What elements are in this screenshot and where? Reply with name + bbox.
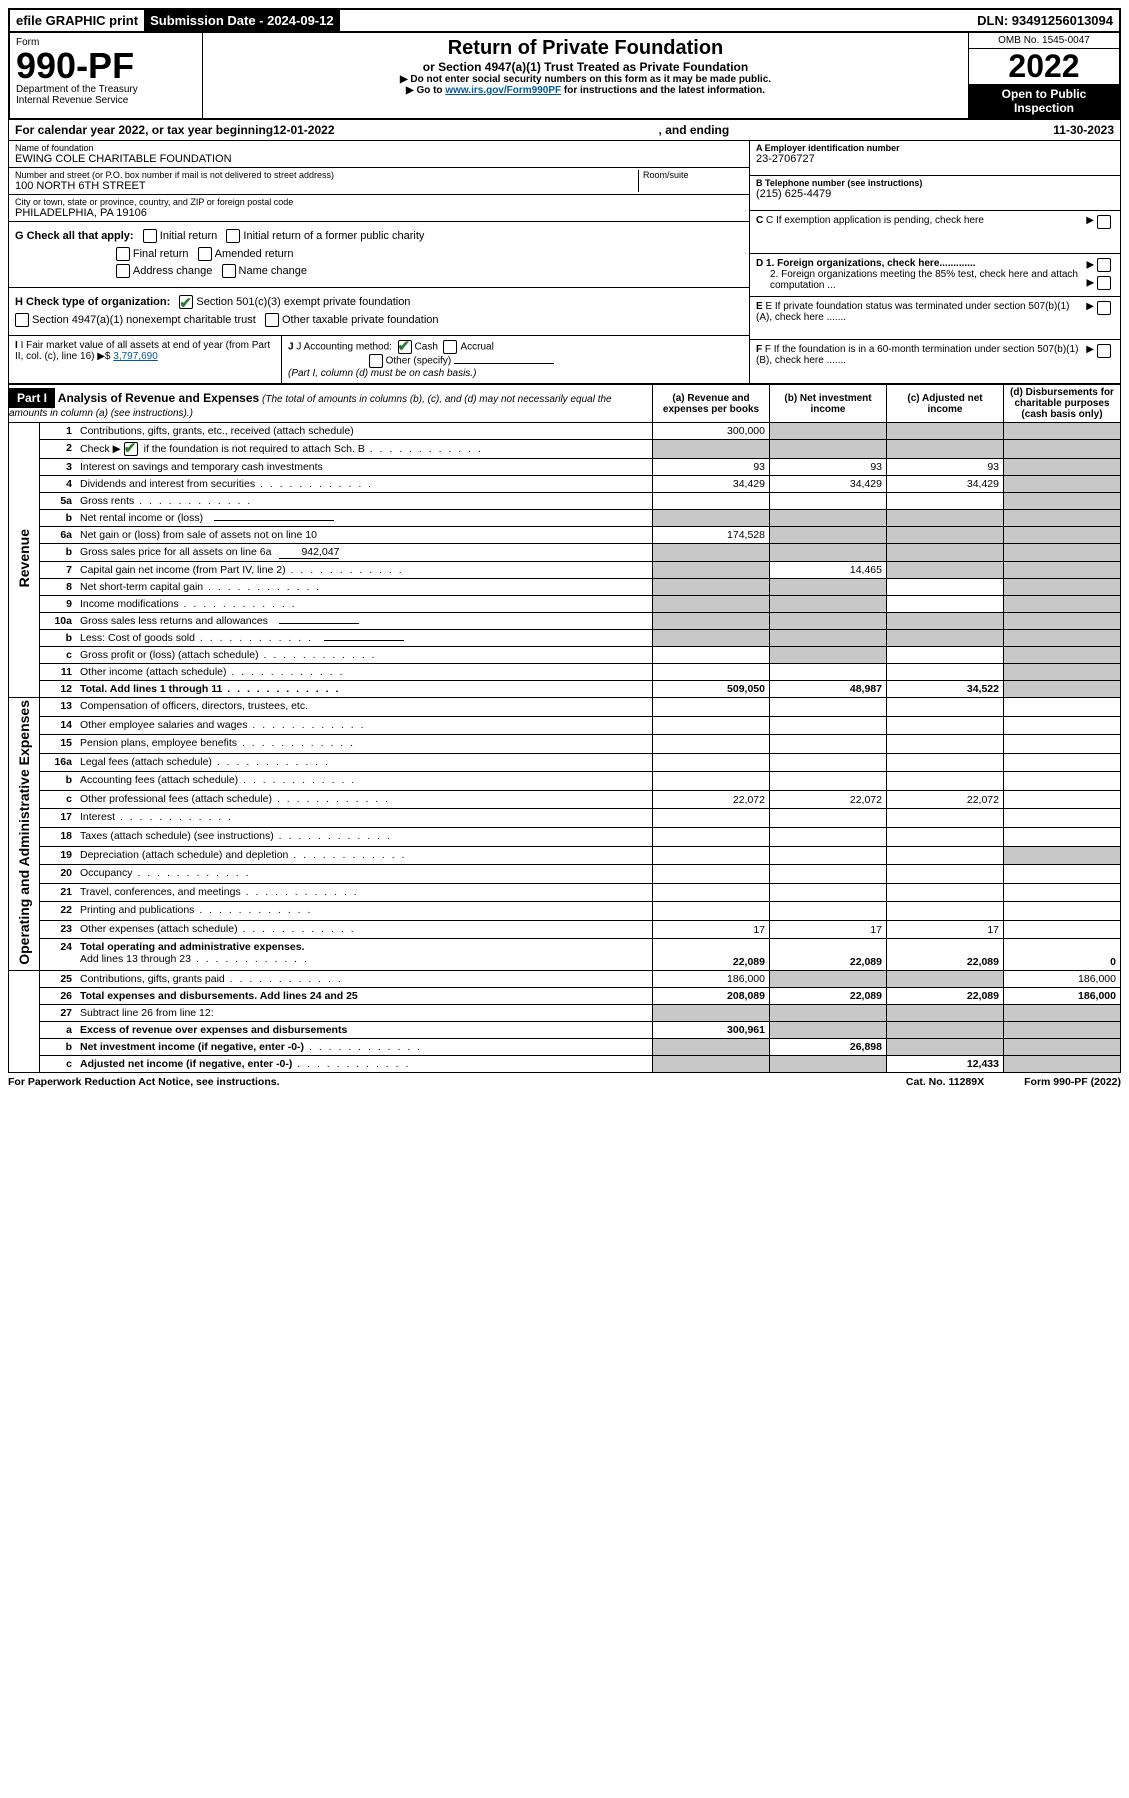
name-change-checkbox[interactable] bbox=[222, 264, 236, 278]
foreign-org-checkbox[interactable] bbox=[1097, 258, 1111, 272]
part-1-table: Part I Analysis of Revenue and Expenses … bbox=[8, 384, 1121, 1073]
cash-checkbox[interactable] bbox=[398, 340, 412, 354]
col-d-header: (d) Disbursements for charitable purpose… bbox=[1004, 385, 1121, 423]
name-label: Name of foundation bbox=[15, 143, 743, 153]
dept: Department of the Treasury bbox=[16, 84, 196, 95]
revenue-side-label: Revenue bbox=[9, 423, 40, 698]
paperwork-notice: For Paperwork Reduction Act Notice, see … bbox=[8, 1076, 280, 1088]
efile-label: efile GRAPHIC print bbox=[10, 10, 144, 31]
gross-sales-6a: 942,047 bbox=[279, 546, 339, 559]
other-method-checkbox[interactable] bbox=[369, 354, 383, 368]
fmv-assets[interactable]: 3,797,690 bbox=[113, 351, 158, 362]
form-subtitle: or Section 4947(a)(1) Trust Treated as P… bbox=[211, 60, 960, 74]
col-b-header: (b) Net investment income bbox=[770, 385, 887, 423]
initial-return-checkbox[interactable] bbox=[143, 229, 157, 243]
phone-label: B Telephone number (see instructions) bbox=[756, 178, 922, 188]
street-address: 100 NORTH 6TH STREET bbox=[15, 180, 638, 192]
ein-label: A Employer identification number bbox=[756, 143, 900, 153]
status-terminated-checkbox[interactable] bbox=[1097, 301, 1111, 315]
initial-return-former-checkbox[interactable] bbox=[226, 229, 240, 243]
instructions-link[interactable]: www.irs.gov/Form990PF bbox=[445, 85, 561, 96]
section-i-j: I I Fair market value of all assets at e… bbox=[9, 336, 749, 383]
omb-number: OMB No. 1545-0047 bbox=[969, 33, 1119, 49]
room-label: Room/suite bbox=[643, 170, 743, 180]
form-header: Form 990-PF Department of the Treasury I… bbox=[8, 33, 1121, 120]
entity-info: Name of foundation EWING COLE CHARITABLE… bbox=[8, 141, 1121, 384]
accrual-checkbox[interactable] bbox=[443, 340, 457, 354]
submission-date: Submission Date - 2024-09-12 bbox=[144, 10, 340, 31]
section-g: G Check all that apply: Initial return I… bbox=[9, 222, 749, 288]
calendar-year-row: For calendar year 2022, or tax year begi… bbox=[8, 120, 1121, 141]
form-number: 990-PF bbox=[16, 48, 196, 84]
expenses-side-label: Operating and Administrative Expenses bbox=[9, 698, 40, 971]
other-taxable-checkbox[interactable] bbox=[265, 313, 279, 327]
instr-2: ▶ Go to www.irs.gov/Form990PF for instru… bbox=[211, 85, 960, 96]
city-label: City or town, state or province, country… bbox=[15, 197, 743, 207]
col-a-header: (a) Revenue and expenses per books bbox=[653, 385, 770, 423]
form-ref: Form 990-PF (2022) bbox=[1024, 1076, 1121, 1088]
instr-1: ▶ Do not enter social security numbers o… bbox=[211, 74, 960, 85]
sch-b-checkbox[interactable] bbox=[124, 442, 138, 456]
dln: DLN: 93491256013094 bbox=[971, 10, 1119, 31]
year-begin: 12-01-2022 bbox=[273, 123, 334, 137]
form-title: Return of Private Foundation bbox=[211, 37, 960, 60]
final-return-checkbox[interactable] bbox=[116, 247, 130, 261]
top-bar: efile GRAPHIC print Submission Date - 20… bbox=[8, 8, 1121, 33]
amended-return-checkbox[interactable] bbox=[198, 247, 212, 261]
addr-label: Number and street (or P.O. box number if… bbox=[15, 170, 638, 180]
col-c-header: (c) Adjusted net income bbox=[887, 385, 1004, 423]
ein: 23-2706727 bbox=[756, 153, 1114, 165]
cat-no: Cat. No. 11289X bbox=[906, 1076, 984, 1088]
year-end: 11-30-2023 bbox=[1053, 123, 1114, 137]
exemption-pending-checkbox[interactable] bbox=[1097, 215, 1111, 229]
4947a1-checkbox[interactable] bbox=[15, 313, 29, 327]
open-to-public: Open to Public Inspection bbox=[969, 84, 1119, 118]
irs: Internal Revenue Service bbox=[16, 95, 196, 106]
501c3-checkbox[interactable] bbox=[179, 295, 193, 309]
city-state-zip: PHILADELPHIA, PA 19106 bbox=[15, 207, 743, 219]
address-change-checkbox[interactable] bbox=[116, 264, 130, 278]
section-h: H Check type of organization: Section 50… bbox=[9, 288, 749, 336]
page-footer: For Paperwork Reduction Act Notice, see … bbox=[8, 1073, 1121, 1088]
tax-year: 2022 bbox=[969, 49, 1119, 84]
part-1-label: Part I bbox=[9, 388, 55, 408]
phone: (215) 625-4479 bbox=[756, 188, 1114, 200]
foundation-name: EWING COLE CHARITABLE FOUNDATION bbox=[15, 153, 743, 165]
60-month-checkbox[interactable] bbox=[1097, 344, 1111, 358]
foreign-85-checkbox[interactable] bbox=[1097, 276, 1111, 290]
